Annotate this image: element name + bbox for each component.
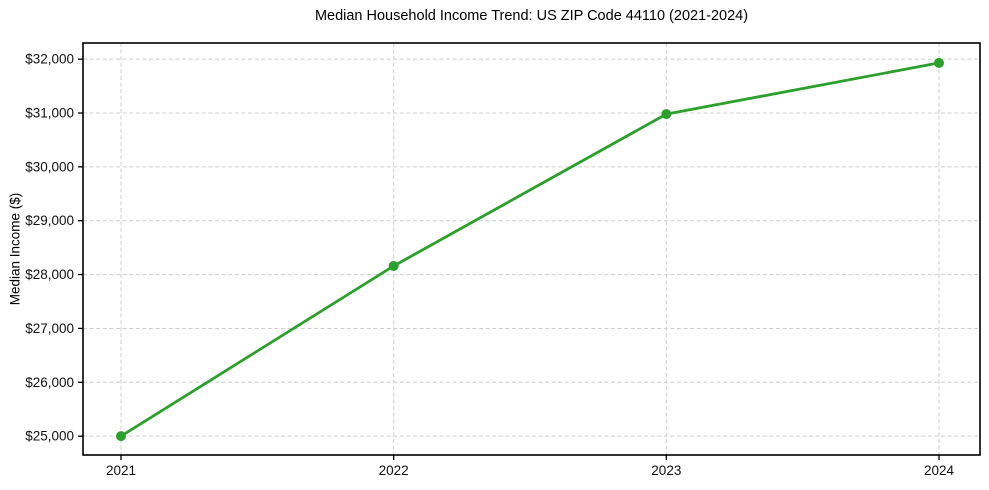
data-point — [934, 57, 944, 68]
data-point — [116, 431, 126, 442]
x-tick-label: 2024 — [924, 463, 955, 478]
y-axis-label: Median Income ($) — [7, 192, 23, 306]
y-tick-label: $27,000 — [25, 321, 74, 336]
y-tick-label: $30,000 — [25, 159, 74, 174]
plot-area: $25,000 $26,000 $27,000 $28,000 $29,000 $30,0… — [25, 42, 981, 478]
chart-canvas: $25,000 $26,000 $27,000 $28,000 $29,000 $30,0… — [25, 42, 981, 478]
plot-frame — [82, 42, 981, 456]
x-tick-label: 2021 — [106, 463, 136, 478]
y-tick-label: $29,000 — [25, 213, 74, 228]
x-tick-label: 2022 — [379, 463, 409, 478]
y-tick-label: $32,000 — [25, 52, 74, 67]
data-point — [661, 109, 672, 120]
data-point — [388, 260, 399, 271]
y-tick-label: $26,000 — [25, 375, 74, 390]
chart-title: Median Household Income Trend: US ZIP Co… — [314, 8, 749, 24]
y-tick-label: $28,000 — [25, 267, 74, 282]
y-tick-label: $31,000 — [25, 106, 74, 121]
y-tick-label: $25,000 — [25, 429, 74, 444]
x-tick-label: 2023 — [651, 463, 681, 478]
trend-line — [119, 61, 941, 438]
